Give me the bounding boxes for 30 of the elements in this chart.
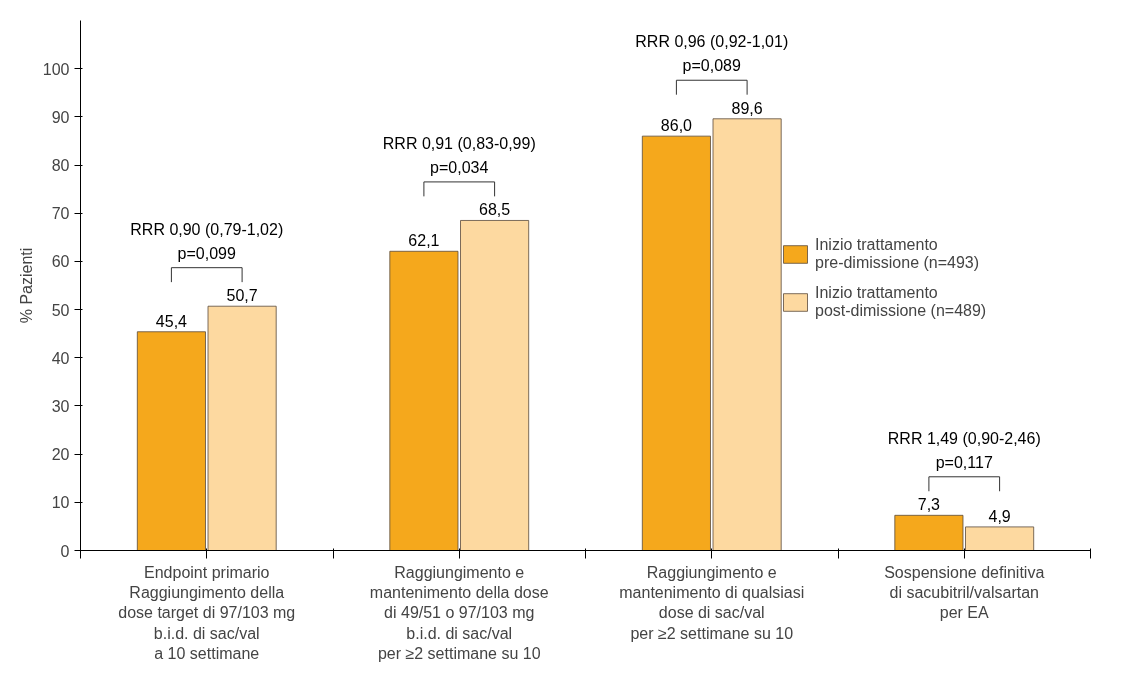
data-label: 4,9 xyxy=(988,507,1011,525)
annotation: RRR 0,96 (0,92-1,01) p=0,089 xyxy=(635,33,789,75)
data-label: 7,3 xyxy=(917,496,941,514)
y-tick-label: 60 xyxy=(51,253,70,271)
legend-label: Inizio trattamento post-dimissione (n=489) xyxy=(815,284,987,320)
y-tick-label: 10 xyxy=(51,494,70,512)
annotation: RRR 0,90 (0,79-1,02) p=0,099 xyxy=(130,220,284,262)
y-tick-label: 80 xyxy=(51,157,70,175)
x-tick-label: Raggiungimento e mantenimento di qualsiasi dose di sac/val per ≥2 settimane su 10 xyxy=(619,563,805,642)
data-label: 50,7 xyxy=(226,287,258,305)
y-tick-label: 20 xyxy=(51,446,70,464)
y-tick-label: 100 xyxy=(42,60,70,78)
x-tick-label: Endpoint primario Raggiungimento della dose target di 97/103 mg b.i.d. di sac/val a 10 settimane xyxy=(118,563,296,663)
y-tick-label: 70 xyxy=(51,205,70,223)
data-label: 89,6 xyxy=(731,99,763,117)
data-label: 86,0 xyxy=(660,117,693,135)
annotation: RRR 1,49 (0,90-2,46) p=0,117 xyxy=(887,429,1041,471)
x-tick-label: Raggiungimento e mantenimento della dose di 49/51 o 97/103 mg b.i.d. di sac/val per ≥2 settimane su 10 xyxy=(369,563,549,663)
y-tick-label: 40 xyxy=(51,349,70,367)
data-label: 68,5 xyxy=(479,201,511,219)
data-label: 45,4 xyxy=(155,312,188,330)
y-axis-title: % Pazienti xyxy=(17,247,35,324)
data-label: 62,1 xyxy=(408,232,440,250)
x-tick-label: Sospensione definitiva di sacubitril/valsartan per EA xyxy=(884,563,1045,622)
annotation: RRR 0,91 (0,83-0,99) p=0,034 xyxy=(382,135,536,176)
y-tick-label: 90 xyxy=(51,108,70,126)
legend-label: Inizio trattamento pre-dimissione (n=493) xyxy=(815,236,980,272)
y-tick-label: 0 xyxy=(60,542,70,560)
y-tick-label: 50 xyxy=(51,301,70,319)
y-tick-label: 30 xyxy=(51,397,70,415)
